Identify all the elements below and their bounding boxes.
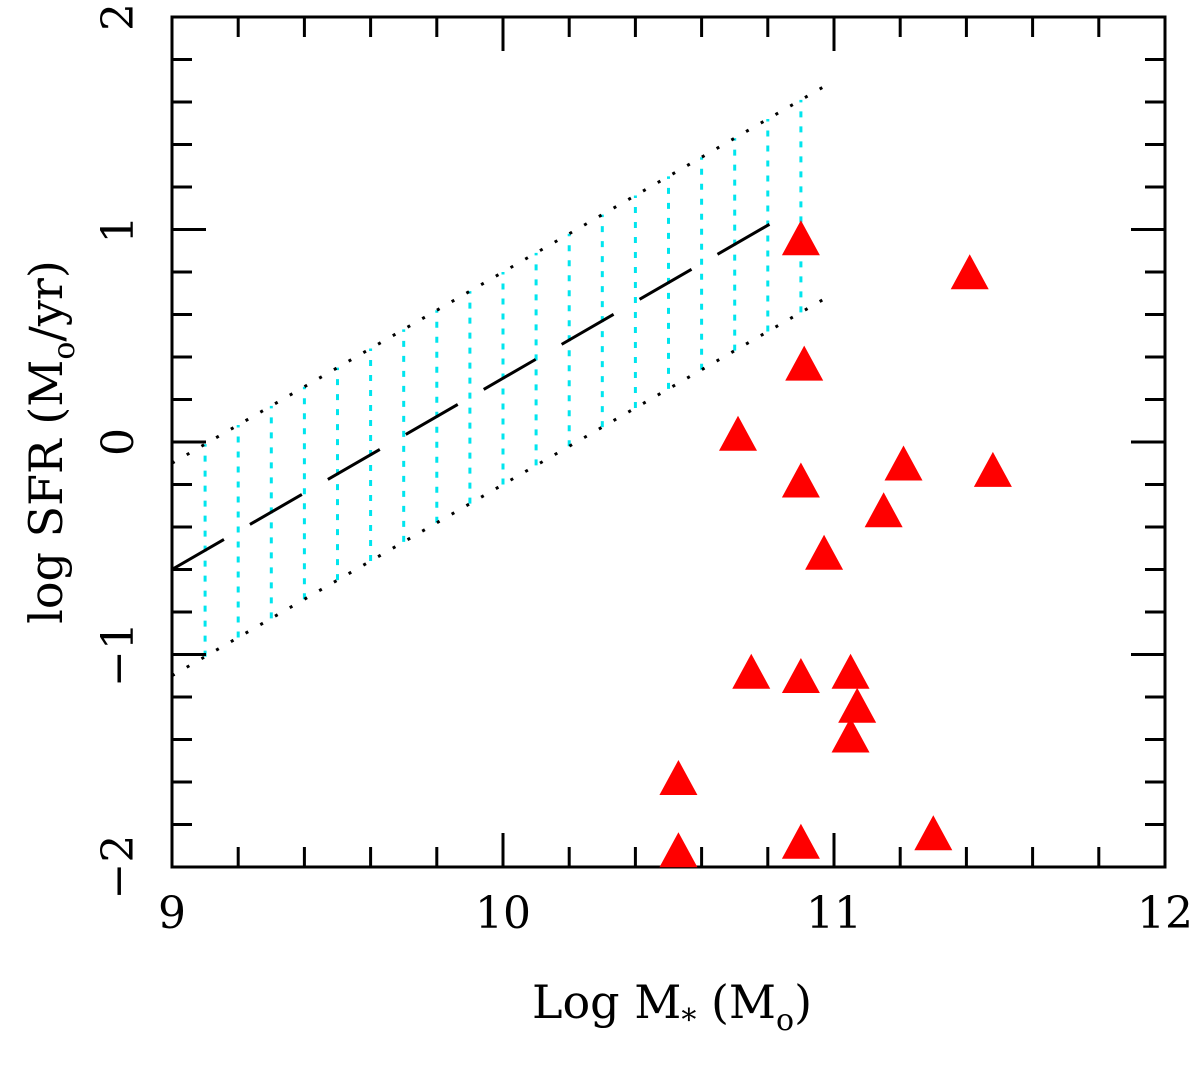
y-tick-label: −1 xyxy=(93,622,144,687)
triangle-point xyxy=(781,220,820,256)
triangle-point xyxy=(785,345,824,381)
band-center-line xyxy=(172,208,796,571)
triangle-point xyxy=(805,534,844,570)
y-tick-label: 0 xyxy=(93,428,144,456)
triangle-point xyxy=(831,653,870,689)
band-lines xyxy=(172,79,835,678)
triangle-point xyxy=(659,760,698,795)
triangle-point xyxy=(864,492,903,528)
y-tick-label: 1 xyxy=(93,216,144,244)
triangle-point xyxy=(838,687,877,723)
triangle-point xyxy=(659,832,698,868)
triangle-point xyxy=(732,653,771,689)
x-tick-label: 9 xyxy=(158,888,186,939)
triangle-point xyxy=(781,462,820,498)
x-tick-label: 10 xyxy=(475,888,531,939)
y-tick-label: 2 xyxy=(93,3,144,31)
x-axis-label: Log M* (Mo) xyxy=(532,975,812,1038)
triangle-point xyxy=(973,451,1012,487)
plot-frame xyxy=(170,15,1167,869)
triangle-point xyxy=(719,415,758,451)
y-tick-label: −2 xyxy=(93,835,144,900)
triangle-point xyxy=(781,823,820,859)
data-points xyxy=(659,220,1012,868)
x-tick-label: 12 xyxy=(1137,888,1193,939)
y-axis-label: log SFR (Mo/yr) xyxy=(19,260,82,624)
y-tick-labels: −2 −1 0 1 2 xyxy=(93,3,144,899)
triangle-point xyxy=(831,717,870,753)
triangle-point xyxy=(914,815,953,851)
triangle-point xyxy=(781,658,820,693)
x-tick-labels: 9 10 11 12 xyxy=(158,888,1193,939)
triangle-point xyxy=(950,254,989,290)
axis-ticks xyxy=(170,15,1167,869)
x-tick-label: 11 xyxy=(806,888,862,939)
triangle-point xyxy=(884,445,923,481)
